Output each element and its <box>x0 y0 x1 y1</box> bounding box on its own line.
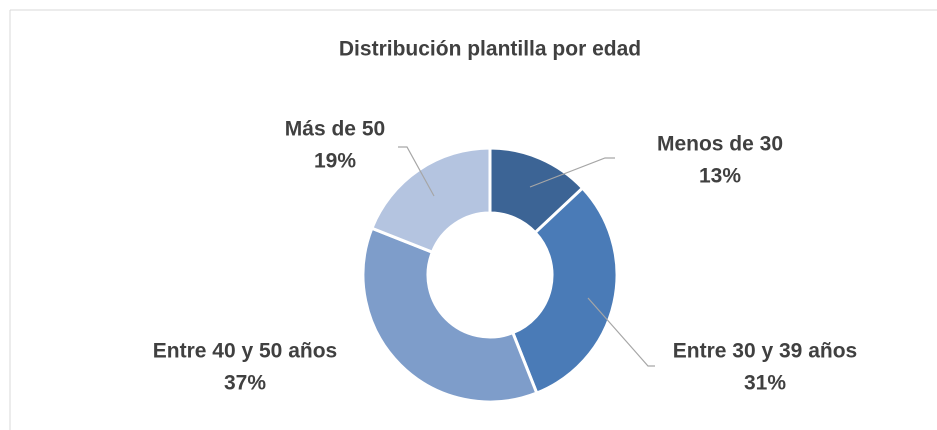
data-label-value: 31% <box>744 372 786 395</box>
data-label-value: 37% <box>224 372 266 395</box>
donut-slice <box>369 146 492 255</box>
data-label-value: 13% <box>699 165 741 188</box>
donut-slice <box>510 185 619 396</box>
donut-slice <box>361 226 539 404</box>
leader-line <box>529 157 615 188</box>
data-label-category: Más de 50 <box>285 118 385 141</box>
data-label-category: Entre 30 y 39 años <box>673 340 857 363</box>
data-label-category: Menos de 30 <box>657 133 783 156</box>
leader-line <box>587 297 655 367</box>
chart-title: Distribución plantilla por edad <box>339 38 641 61</box>
data-label-category: Entre 40 y 50 años <box>153 340 337 363</box>
data-label-value: 19% <box>314 150 356 173</box>
leader-line <box>398 146 435 197</box>
